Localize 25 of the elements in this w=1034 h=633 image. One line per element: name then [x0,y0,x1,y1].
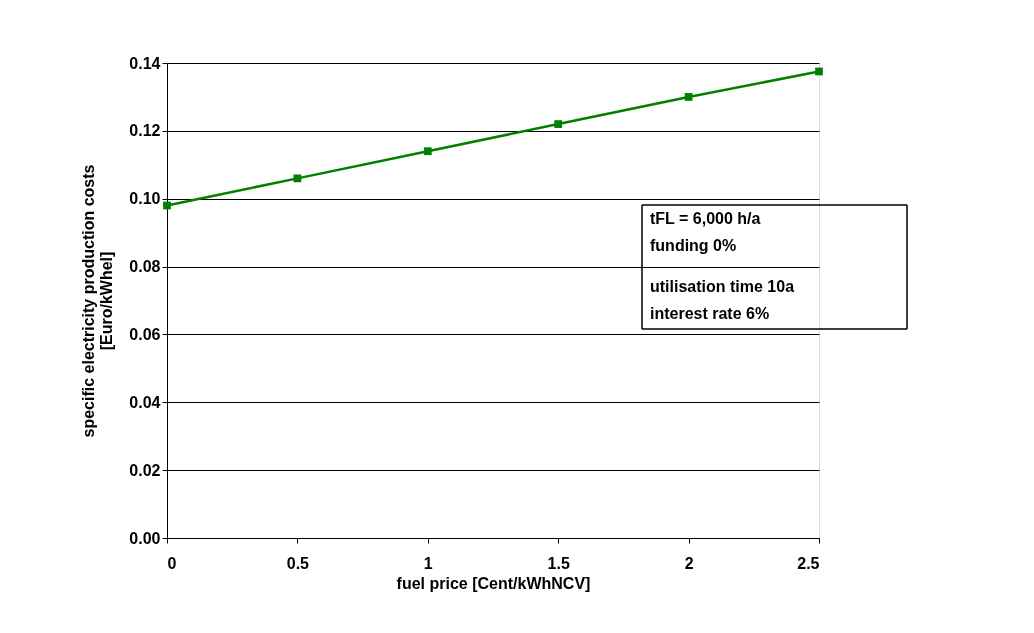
point [554,120,563,128]
x-tick-label: 0.5 [286,554,310,572]
x-tick-label: 2 [684,554,694,572]
x-tick-label: 0 [167,554,177,572]
x-tick-label: 1.5 [547,554,570,572]
x-axis-title: fuel price [Cent/kWhNCV] [396,574,591,592]
y-tick-label: 0.12 [129,122,161,140]
annotation: utilisation time 10a [650,278,795,295]
point [293,174,302,183]
annotation: interest rate 6% [650,305,770,322]
y-tick-label: 0.06 [129,325,161,343]
x-tick-label: 2.5 [797,554,820,572]
y-tick-label: 0.08 [129,258,161,276]
y-tick-label: 0.10 [129,190,161,208]
y-tick-label: 0.04 [129,393,161,411]
y-axis-title: specific electricity production costs [Euro/kWhel] [80,164,116,438]
point [423,147,432,156]
annotation: funding 0% [650,237,737,254]
y-tick-label: 0.14 [129,54,161,72]
point [684,93,693,101]
point [815,67,823,76]
x-tick-label: 1 [423,554,433,572]
annotation: tFL = 6,000 h/a [650,210,761,227]
y-tick-label: 0.02 [129,461,161,479]
y-tick-label: 0.00 [129,529,161,547]
